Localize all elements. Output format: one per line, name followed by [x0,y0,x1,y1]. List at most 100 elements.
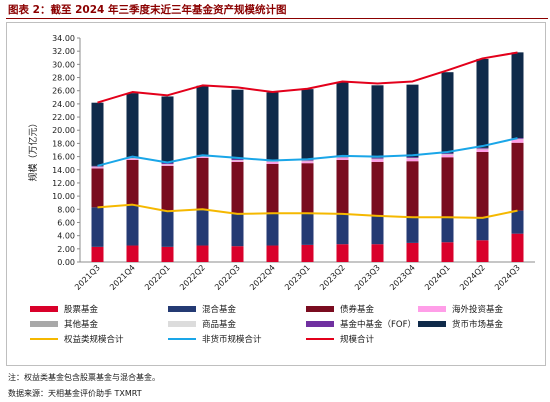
bar-segment [266,163,279,214]
legend-swatch [418,306,446,312]
legend-label: 商品基金 [202,319,237,330]
bar-segment [266,245,279,262]
x-tick-label: 2023Q1 [283,263,312,292]
chart-frame [6,22,546,366]
bar-segment [406,157,419,158]
bar-segment [511,233,524,262]
bar-segment [196,245,209,262]
bar-segment [476,151,489,218]
x-tick-label: 2022Q4 [248,263,277,292]
legend-label: 债券基金 [340,304,375,315]
bar-segment [231,160,244,162]
bar-segment [231,158,244,161]
bar-segment [371,157,384,159]
data-source: 数据来源：天相基金评价助手 TXMRT [8,389,142,398]
bar-segment [301,163,314,214]
y-tick-label: 4.00 [57,232,75,241]
bar-segment [91,102,104,166]
bar-segment [91,166,104,168]
bar-segment [476,149,489,152]
bar-segment [266,161,279,164]
bar-segment [301,161,314,164]
bar-segment [161,165,174,212]
bar-segment [371,215,384,245]
x-tick-label: 2021Q3 [73,263,102,292]
bar-segment [336,159,349,214]
bar-segment [476,240,489,262]
x-tick-label: 2024Q2 [458,263,487,292]
legend-swatch [306,321,334,327]
bar-segment [441,242,454,262]
legend-label: 基金中基金（FOF） [340,319,416,330]
title-rule [6,18,548,19]
bars [91,52,524,262]
x-tick-label: 2021Q4 [108,263,137,292]
bar-segment [126,245,139,262]
y-tick-label: 16.00 [52,153,75,162]
legend-swatch [30,321,58,327]
bar-segment [511,139,524,143]
bar-segment [126,204,139,246]
bar-segment [91,246,104,262]
bar-segment [196,157,209,210]
bar-segment [336,157,349,158]
x-tick-labels: 2021Q3 2021Q4 2022Q1 2022Q2 2022Q3 2022Q4 2023… [73,263,522,292]
legend-label: 股票基金 [64,304,99,315]
bar-segment [231,213,244,247]
bar-segment [476,148,489,150]
bar-segment [511,139,524,140]
bar-segment [406,242,419,262]
bar-segment [231,246,244,262]
bar-segment [301,160,314,162]
bar-segment [196,209,209,246]
bar-segment [441,154,454,155]
bar-segment [126,93,139,158]
footnote: 注：权益类基金包含股票基金与混合基金。 [8,373,160,382]
series-line [97,203,518,219]
bar-segment [441,154,454,155]
legend-label: 货币市场基金 [452,319,504,330]
title-bar: 图表 2：截至 2024 年三季度末近三年基金资产规模统计图 [0,0,550,19]
legend-swatch [306,306,334,312]
bar-segment [196,85,209,155]
bar-segment [511,142,524,211]
y-tick-label: 10.00 [52,192,75,201]
axes: 0.00 2.00 4.00 6.00 8.00 10.00 12.00 14.00 16.00… [27,34,535,267]
bar-segment [441,154,454,158]
bar-segment [91,167,104,169]
bar-segment [196,156,209,157]
x-tick-label: 2024Q1 [423,263,452,292]
series-line [97,137,518,167]
y-tick-label: 2.00 [57,245,75,254]
bar-segment [91,165,104,167]
legend-label: 规模合计 [340,334,375,345]
bar-segment [371,244,384,262]
y-tick-label: 0.00 [57,258,75,267]
bar-segment [406,84,419,158]
bar-segment [441,217,454,243]
bar-segment [476,147,489,149]
bar-segment [161,96,174,163]
bar-segment [266,213,279,246]
y-tick-label: 18.00 [52,139,75,148]
bar-segment [476,149,489,150]
y-tick-label: 14.00 [52,166,75,175]
x-tick-label: 2023Q2 [318,263,347,292]
bar-segment [91,168,104,208]
bar-segment [511,52,524,139]
y-tick-label: 22.00 [52,113,75,122]
bar-segment [231,160,244,161]
bar-segment [266,161,279,162]
bar-segment [231,161,244,214]
legend-label: 其他基金 [64,319,99,330]
bar-segment [161,211,174,247]
series-line [97,51,518,104]
legend-label: 混合基金 [202,304,237,315]
bar-segment [336,213,349,245]
y-tick-label: 12.00 [52,179,75,188]
bar-segment [336,81,349,157]
bar-segment [336,157,349,160]
bar-segment [371,85,384,158]
bar-segment [511,210,524,234]
